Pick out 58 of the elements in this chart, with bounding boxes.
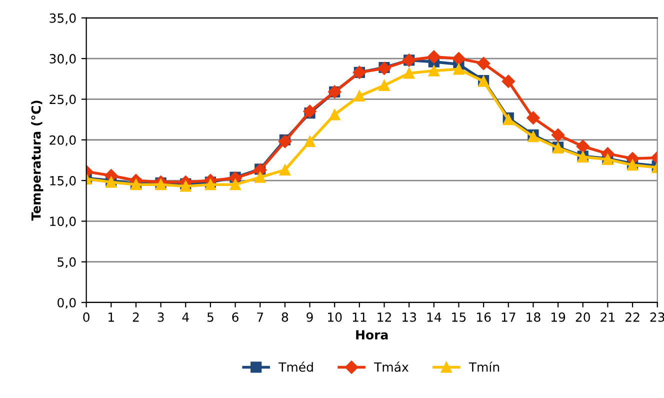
point xyxy=(180,180,192,192)
legend-label: Tmín xyxy=(468,362,500,372)
y-tick-label: 15,0 xyxy=(50,176,76,187)
x-tick-label: 9 xyxy=(306,312,313,322)
point xyxy=(304,136,316,148)
point xyxy=(476,56,490,70)
point xyxy=(254,172,266,183)
x-tick-label: 12 xyxy=(378,312,391,322)
x-tick-label: 23 xyxy=(650,312,664,322)
y-tick-label: 30,0 xyxy=(50,54,76,65)
x-tick-label: 5 xyxy=(207,312,214,322)
x-tick-label: 20 xyxy=(576,312,590,322)
y-tick-label: 10,0 xyxy=(50,216,76,228)
y-tick-label: 5,0 xyxy=(58,257,76,268)
y-tick-label: 35,0 xyxy=(50,13,76,24)
x-tick-label: 17 xyxy=(502,312,516,322)
point xyxy=(427,50,440,64)
x-tick-label: 7 xyxy=(257,312,264,322)
point xyxy=(551,128,565,142)
point xyxy=(576,140,590,153)
x-tick-label: 22 xyxy=(625,312,640,322)
point xyxy=(230,179,241,190)
y-tick-label: 25,0 xyxy=(50,94,76,106)
x-tick-label: 8 xyxy=(282,312,288,322)
x-tick-label: 11 xyxy=(352,312,366,322)
legend-label: Tméd xyxy=(278,362,313,372)
x-tick-label: 21 xyxy=(600,312,615,322)
x-tick-label: 0 xyxy=(83,312,90,322)
point xyxy=(329,109,340,120)
x-tick-label: 15 xyxy=(452,312,466,322)
point xyxy=(453,64,464,75)
point xyxy=(279,164,290,176)
point xyxy=(404,68,415,79)
x-tick-label: 4 xyxy=(182,312,189,322)
y-tick-label: 20,0 xyxy=(50,135,76,146)
point xyxy=(278,134,292,148)
x-tick-label: 2 xyxy=(132,312,139,322)
x-tick-label: 1 xyxy=(108,312,114,322)
x-tick-label: 19 xyxy=(551,312,566,322)
legend-label: Tmáx xyxy=(374,362,408,372)
y-axis-title: Temperatura (°C) xyxy=(31,100,44,221)
x-axis-title: Hora xyxy=(356,330,388,340)
x-tick-label: 18 xyxy=(526,312,540,322)
point xyxy=(428,65,440,76)
x-tick-label: 14 xyxy=(427,312,442,322)
point xyxy=(303,104,316,118)
x-tick-label: 10 xyxy=(328,312,342,322)
point xyxy=(204,179,216,190)
x-tick-label: 13 xyxy=(402,312,416,322)
point xyxy=(452,52,466,66)
x-tick-label: 16 xyxy=(476,312,491,322)
point xyxy=(354,90,365,102)
point xyxy=(378,80,390,91)
point xyxy=(502,74,515,88)
x-tick-label: 6 xyxy=(232,312,238,322)
point xyxy=(526,111,540,125)
x-tick-label: 3 xyxy=(158,312,164,322)
y-tick-label: 0,0 xyxy=(58,298,76,309)
